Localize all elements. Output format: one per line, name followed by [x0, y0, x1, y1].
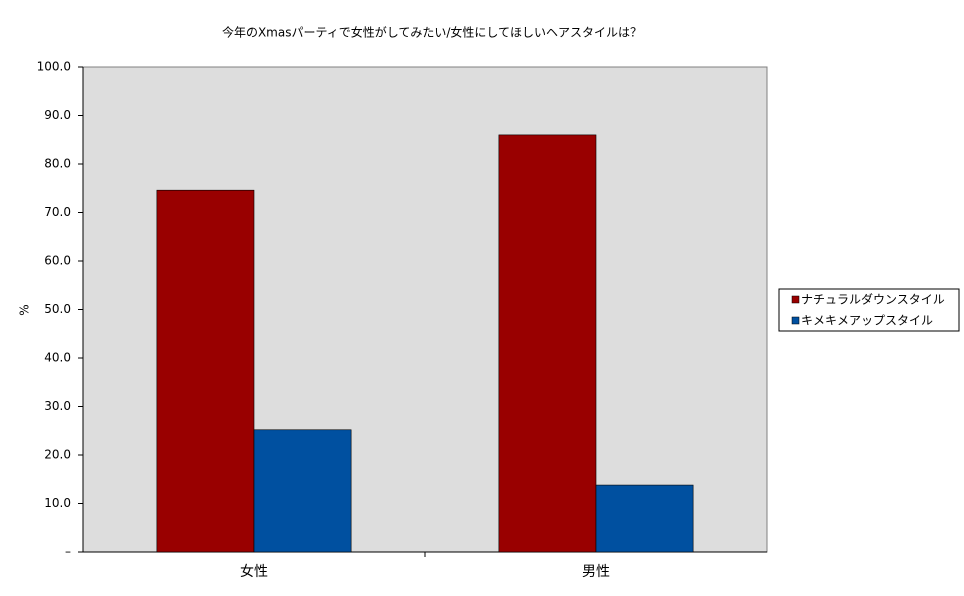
bar	[253, 429, 352, 553]
bar	[595, 484, 694, 553]
legend-swatch	[791, 295, 800, 304]
y-tick-label: 20.0	[44, 448, 71, 462]
y-tick-label: 40.0	[44, 351, 71, 365]
x-tick-label: 女性	[240, 563, 268, 580]
legend-swatch	[791, 316, 800, 325]
y-tick-label: 60.0	[44, 254, 71, 268]
legend	[778, 288, 960, 332]
y-tick-label: 100.0	[37, 60, 71, 74]
y-axis-label: %	[18, 304, 32, 315]
y-tick-label: 80.0	[44, 157, 71, 171]
y-tick-label: 10.0	[44, 496, 71, 510]
y-tick-label: –	[65, 545, 71, 559]
x-tick-label: 男性	[582, 564, 610, 580]
bar	[156, 189, 255, 553]
y-tick-label: 50.0	[44, 302, 71, 316]
y-tick-label: 30.0	[44, 399, 71, 413]
legend-label: キメキメアップスタイル	[801, 314, 933, 328]
chart-title: 今年のXmasパーティで女性がしてみたい/女性にしてほしいヘアスタイルは？	[222, 25, 642, 40]
legend-label: ナチュラルダウンスタイル	[801, 292, 945, 307]
y-tick-label: 90.0	[44, 108, 71, 122]
bar	[498, 134, 597, 553]
y-tick-label: 70.0	[44, 205, 71, 219]
